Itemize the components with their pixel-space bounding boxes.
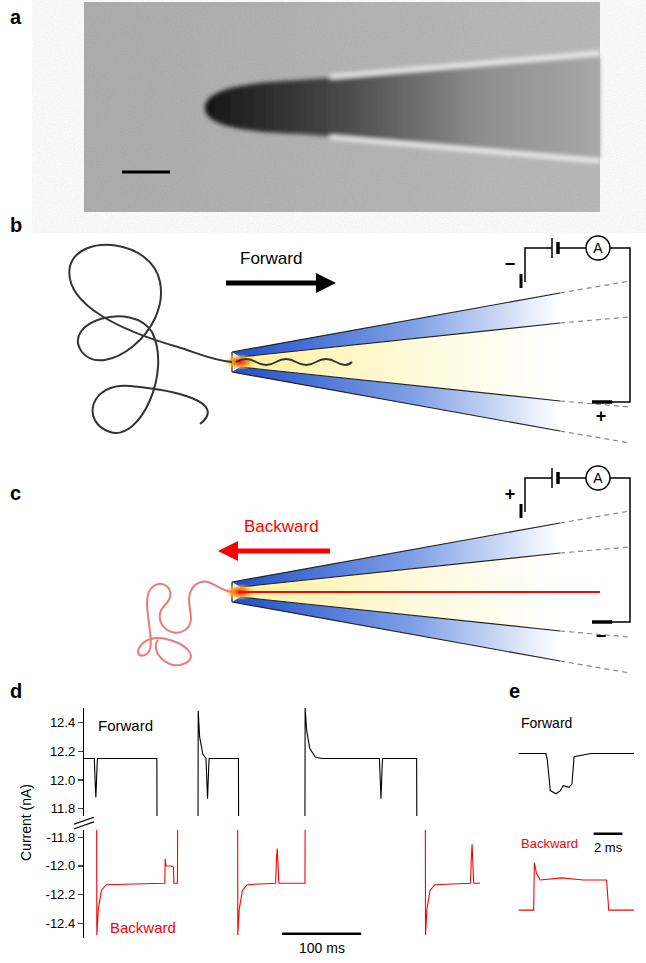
svg-text:A: A xyxy=(593,470,603,486)
svg-text:+: + xyxy=(505,484,516,504)
svg-text:d: d xyxy=(10,680,22,702)
svg-text:Backward: Backward xyxy=(244,517,319,536)
svg-text:11.8: 11.8 xyxy=(51,801,75,816)
svg-text:c: c xyxy=(10,482,21,504)
svg-text:e: e xyxy=(509,680,520,702)
svg-text:-11.8: -11.8 xyxy=(47,830,76,845)
svg-text:12.0: 12.0 xyxy=(50,773,75,788)
svg-text:-12.2: -12.2 xyxy=(46,887,76,902)
svg-text:-12.0: -12.0 xyxy=(46,858,76,873)
svg-text:Backward: Backward xyxy=(110,919,176,936)
svg-text:Current (nA): Current (nA) xyxy=(18,784,34,861)
svg-text:a: a xyxy=(10,6,22,28)
svg-text:Forward: Forward xyxy=(98,717,153,734)
svg-text:2 ms: 2 ms xyxy=(594,840,623,855)
svg-text:b: b xyxy=(10,214,22,236)
svg-text:-12.4: -12.4 xyxy=(46,916,76,931)
svg-text:Forward: Forward xyxy=(521,715,572,731)
svg-text:−: − xyxy=(505,254,516,274)
svg-text:+: + xyxy=(596,406,607,426)
svg-text:A: A xyxy=(593,240,603,256)
svg-text:12.4: 12.4 xyxy=(50,715,75,730)
svg-text:Backward: Backward xyxy=(521,836,578,851)
svg-text:12.2: 12.2 xyxy=(50,744,75,759)
svg-text:−: − xyxy=(596,626,607,646)
svg-text:100 ms: 100 ms xyxy=(299,940,345,956)
svg-text:Forward: Forward xyxy=(240,249,302,268)
